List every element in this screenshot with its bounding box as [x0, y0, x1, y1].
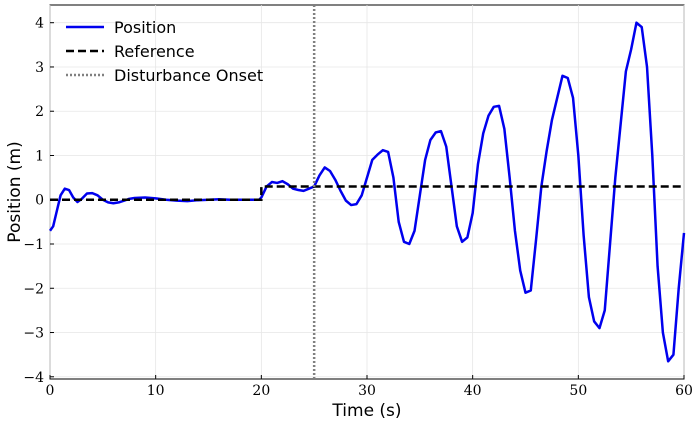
series-line-position [48, 21, 686, 363]
legend-label-reference: Reference [114, 42, 195, 61]
x-tick-label: 0 [46, 383, 55, 399]
x-tick-label: 40 [464, 383, 482, 399]
y-tick-label: −2 [23, 281, 44, 297]
y-tick-label: −1 [23, 237, 44, 253]
x-axis-label: Time (s) [331, 401, 401, 421]
x-tick-label: 20 [252, 383, 270, 399]
legend-label-disturbance: Disturbance Onset [114, 66, 263, 85]
x-tick-label: 30 [358, 383, 376, 399]
grid [49, 5, 685, 379]
x-tick-label: 50 [569, 383, 587, 399]
legend-label-position: Position [114, 18, 176, 37]
y-tick-label: −3 [23, 326, 44, 342]
y-tick-label: 3 [35, 60, 44, 76]
x-tick-label: 10 [147, 383, 165, 399]
x-tick-label: 60 [675, 383, 693, 399]
axis-ticks: 0 10 20 30 40 50 60 −4 −3 −2 −1 0 1 2 3 4 [23, 16, 693, 399]
series-layer [48, 5, 686, 379]
y-axis-label: Position (m) [5, 141, 25, 242]
y-tick-label: 0 [35, 193, 44, 209]
y-tick-label: 2 [35, 104, 44, 120]
series-line-reference [50, 185, 684, 201]
legend: Position Reference Disturbance Onset [66, 18, 263, 85]
y-tick-label: 4 [35, 16, 44, 32]
y-tick-label: 1 [35, 148, 44, 164]
y-tick-label: −4 [23, 370, 44, 386]
